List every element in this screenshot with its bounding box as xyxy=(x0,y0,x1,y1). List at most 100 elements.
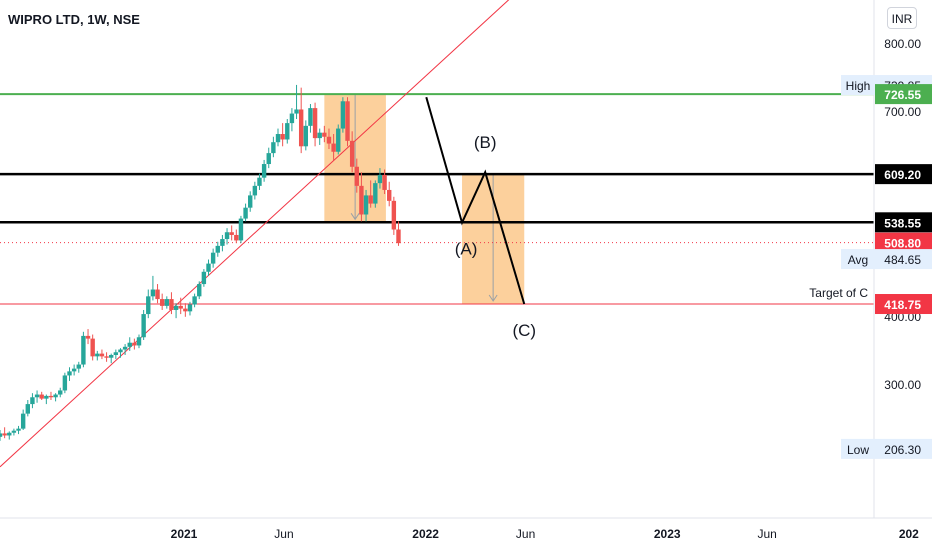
candle xyxy=(298,87,304,154)
candle xyxy=(76,361,81,373)
candle xyxy=(396,221,401,246)
candle xyxy=(71,364,77,376)
candle xyxy=(34,390,40,403)
time-tick-label: Jun xyxy=(757,527,776,541)
candle xyxy=(99,349,105,360)
time-axis[interactable]: 2021 Jun 2022 Jun 2023 Jun 202 xyxy=(171,527,919,541)
candle xyxy=(229,225,234,241)
candle xyxy=(132,338,137,350)
candle xyxy=(136,334,142,349)
projection-boxes xyxy=(324,94,525,305)
candle xyxy=(238,215,244,244)
candle xyxy=(48,391,54,401)
candle xyxy=(294,84,299,120)
candle xyxy=(30,393,35,409)
candle xyxy=(271,136,276,158)
candle xyxy=(206,259,211,276)
projection-arrowhead xyxy=(350,213,360,221)
candle xyxy=(11,428,17,436)
candle xyxy=(53,393,58,402)
price-labels: 739.85High726.55609.20538.55508.80484.65… xyxy=(809,75,932,459)
price-tick-label: 700.00 xyxy=(884,105,921,119)
candle xyxy=(280,123,285,147)
time-tick-label: Jun xyxy=(516,527,535,541)
candle xyxy=(252,181,258,200)
wave-line xyxy=(425,96,526,305)
candle xyxy=(285,119,290,144)
candle xyxy=(25,400,31,417)
price-tick-label: 800.00 xyxy=(884,37,921,51)
price-label: 726.55 xyxy=(875,84,932,105)
candle xyxy=(340,97,346,133)
candle xyxy=(164,296,170,309)
candle xyxy=(363,189,369,222)
currency-button[interactable]: INR xyxy=(887,7,917,29)
price-label: 206.30 Low xyxy=(841,438,932,459)
candle xyxy=(303,120,309,151)
candle xyxy=(146,289,151,319)
candle xyxy=(201,269,207,287)
price-tick-label: 300.00 xyxy=(884,378,921,392)
time-tick-label: 2021 xyxy=(171,527,198,541)
candle xyxy=(0,430,3,441)
candle xyxy=(266,147,271,169)
price-label-name: Target of C xyxy=(809,286,868,300)
candle xyxy=(44,394,49,405)
candle xyxy=(122,344,128,355)
svg-text:726.55: 726.55 xyxy=(884,88,921,102)
svg-text:484.65: 484.65 xyxy=(884,253,921,267)
wave-path: (A) (B) (C) xyxy=(425,96,536,340)
trendline-layer xyxy=(0,0,510,468)
price-label: 609.20 xyxy=(875,164,932,185)
candle xyxy=(95,350,100,361)
candle xyxy=(178,297,183,315)
candle xyxy=(368,180,373,208)
time-tick-label: Jun xyxy=(274,527,293,541)
svg-text:609.20: 609.20 xyxy=(884,168,921,182)
price-label: 508.80 xyxy=(875,232,932,253)
projection-arrowhead xyxy=(488,294,498,302)
candle xyxy=(377,168,383,189)
candle xyxy=(336,124,341,155)
candle xyxy=(322,125,327,143)
wave-label: (C) xyxy=(512,321,536,340)
candle xyxy=(20,409,26,431)
candle xyxy=(104,352,109,362)
trendline xyxy=(0,0,510,468)
candle xyxy=(39,391,44,401)
candle xyxy=(359,172,364,222)
candle xyxy=(308,104,313,133)
candle xyxy=(354,158,359,193)
candle xyxy=(81,331,86,368)
candle xyxy=(85,329,91,345)
candle xyxy=(349,131,355,173)
candle xyxy=(373,180,378,208)
price-label-name: High xyxy=(846,79,871,93)
candle xyxy=(183,303,188,317)
candles xyxy=(0,84,401,441)
chart-title: WIPRO LTD, 1W, NSE xyxy=(8,12,140,27)
candle xyxy=(113,349,119,360)
price-label: 538.55 xyxy=(875,212,932,233)
price-label-name: Low xyxy=(847,443,869,457)
candle xyxy=(326,128,332,150)
wave-label: (B) xyxy=(474,133,497,152)
candle xyxy=(261,159,267,182)
candle xyxy=(257,173,262,190)
candle xyxy=(210,248,216,268)
candle xyxy=(197,281,202,300)
candle xyxy=(248,191,253,212)
candle xyxy=(159,293,165,310)
candle xyxy=(150,275,156,301)
candle xyxy=(62,372,68,394)
candle xyxy=(118,348,123,358)
candle xyxy=(234,229,239,244)
candle xyxy=(67,367,72,381)
svg-text:538.55: 538.55 xyxy=(884,216,921,230)
candle xyxy=(173,303,179,319)
horizontal-levels xyxy=(0,93,874,305)
candle xyxy=(109,353,114,364)
candle xyxy=(382,169,387,195)
